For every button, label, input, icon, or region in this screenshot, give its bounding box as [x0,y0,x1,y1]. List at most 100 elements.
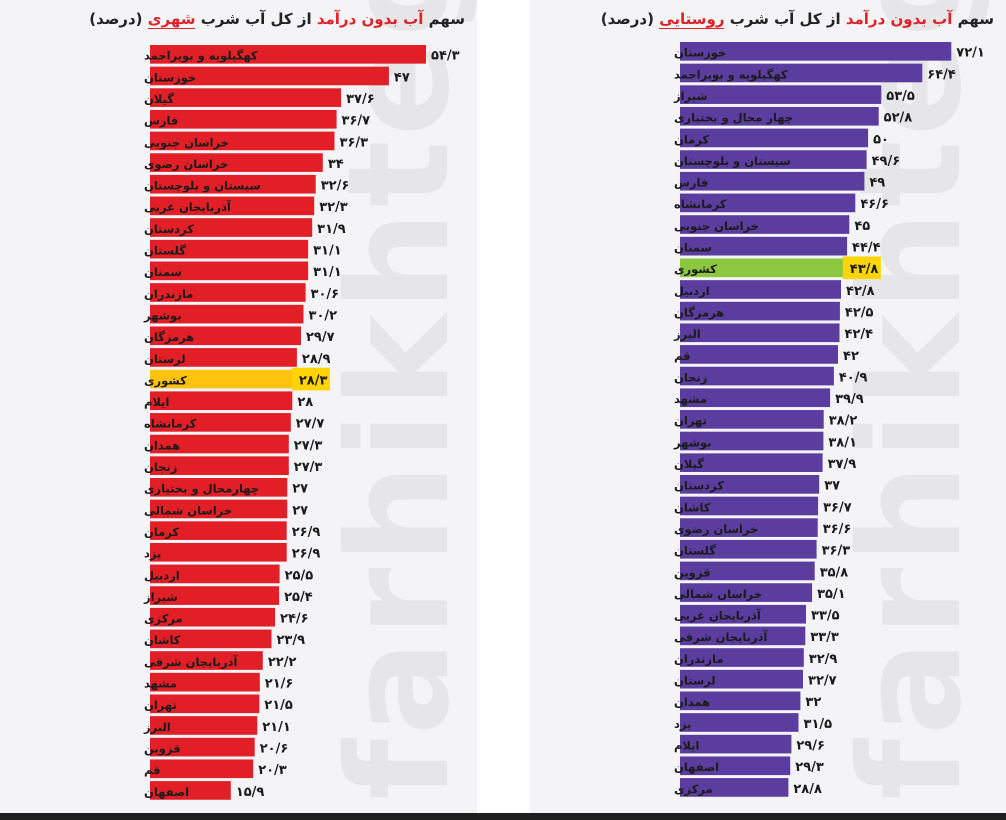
bar-22 [150,521,287,540]
value-label: ۳۱/۱ [313,244,342,259]
value-label: ۲۸/۳ [299,373,328,388]
value-label: ۲۳/۹ [276,633,305,648]
bar-1 [680,63,923,83]
value-label: ۳۷ [824,479,840,494]
value-label: ۴۰/۹ [839,370,868,385]
category-label: خراسان جنوبی [144,135,229,150]
value-label: ۲۸ [297,395,313,410]
category-label: خوزستان [674,46,726,61]
bar-24 [150,564,280,584]
value-label: ۵۳/۵ [886,89,915,104]
category-label: لرستان [144,352,186,366]
value-label: ۳۳/۵ [811,609,840,624]
bar-18 [150,434,289,454]
category-label: سیستان و بلوچستان [144,179,261,194]
bar-29 [150,672,260,692]
category-label: آذربایجان غربی [144,200,232,214]
category-label: آذربایجان غربی [674,609,762,623]
category-label: یزد [674,717,691,731]
value-label: ۳۷/۶ [346,92,375,107]
bar-national [680,258,845,278]
category-label: لرستان [674,674,716,688]
value-label: ۳۱/۹ [317,222,346,237]
value-label: ۵۴/۳ [431,49,460,64]
category-label: کرمانشاه [144,417,197,431]
value-label: ۶۴/۴ [927,67,956,82]
national-value-highlight [291,367,330,391]
bar-national [150,369,294,389]
bar-34 [150,781,231,800]
value-label: ۲۱/۶ [265,677,294,692]
bar-31 [680,713,799,732]
value-label: ۴۲ [843,349,859,364]
value-label: ۴۲/۸ [846,284,875,299]
bar-6 [150,174,316,194]
value-label: ۳۷/۹ [828,457,857,472]
value-label: ۳۱/۱ [313,265,342,280]
value-label: ۳۸/۲ [829,414,858,429]
value-label: ۲۱/۵ [264,698,293,713]
urban-title-underlined: شهری [147,10,196,29]
category-label: زنجان [674,370,707,384]
value-label: ۴۴/۴ [852,241,881,256]
value-label: ۳۲ [805,695,821,710]
bar-2 [150,88,342,107]
category-label: تهران [144,698,177,712]
bar-6 [680,171,865,191]
category-label: همدان [674,695,710,709]
value-label: ۳۶/۳ [822,544,851,559]
bar-30 [680,691,801,711]
value-label: ۳۶/۷ [342,114,371,129]
bottom-border [0,813,1006,820]
bar-12 [680,301,840,321]
category-label: گلستان [674,544,716,558]
category-label: کرمانشاه [674,197,727,211]
bar-28 [680,648,804,667]
category-label: شیراز [673,89,708,103]
value-label: ۲۱/۱ [262,720,291,735]
bar-19 [150,456,289,475]
category-label: فارس [144,114,178,128]
category-label: خراسان رضوی [674,522,758,537]
value-label: ۲۲/۲ [268,655,297,670]
value-label: ۲۶/۹ [292,525,321,540]
value-label: ۲۰/۳ [258,763,287,778]
bar-21 [150,499,288,519]
category-label: ایلام [674,738,699,752]
category-label: اردبیل [674,284,710,298]
value-label: ۲۸/۸ [793,782,822,797]
category-label: گلستان [144,244,186,258]
bar-11 [680,280,841,299]
category-label: کرمان [674,132,709,146]
value-label: ۳۵/۸ [820,565,849,580]
bar-4 [150,131,335,151]
value-label: ۳۲/۶ [321,179,350,194]
bar-27 [150,629,272,649]
value-label: ۳۶/۳ [340,135,369,150]
value-label: ۲۰/۶ [260,741,289,756]
category-label: خراسان رضوی [144,157,228,172]
category-label: همدان [144,438,180,452]
value-label: ۳۹/۹ [835,392,864,407]
bar-26 [150,607,276,627]
bar-5 [150,153,323,172]
value-label: ۳۲/۷ [808,674,837,689]
urban-title-mid: از کل آب شرب [195,10,317,28]
value-label: ۱۵/۹ [236,785,265,800]
category-label: کرمان [144,525,179,539]
urban-bar-chart: ۵۴/۳ کهگیلویه و بویراحمد ۴۷ خوزستان ۳۷/۶ گیلا… [143,45,460,800]
bar-9 [680,236,848,256]
category-label: فارس [674,176,708,190]
value-label: ۲۸/۹ [302,352,331,367]
bar-0 [150,45,426,64]
bar-23 [150,542,287,562]
bar-8 [680,215,850,234]
category-label: کاشان [674,500,711,514]
category-label: مرکزی [674,782,713,796]
value-label: ۲۷/۷ [296,417,325,432]
value-label: ۵۰ [873,132,889,147]
rural-title-pre: سهم [952,10,994,28]
category-label: کشوری [144,373,187,388]
category-label: خوزستان [144,70,196,85]
category-label: مازندران [144,287,193,301]
